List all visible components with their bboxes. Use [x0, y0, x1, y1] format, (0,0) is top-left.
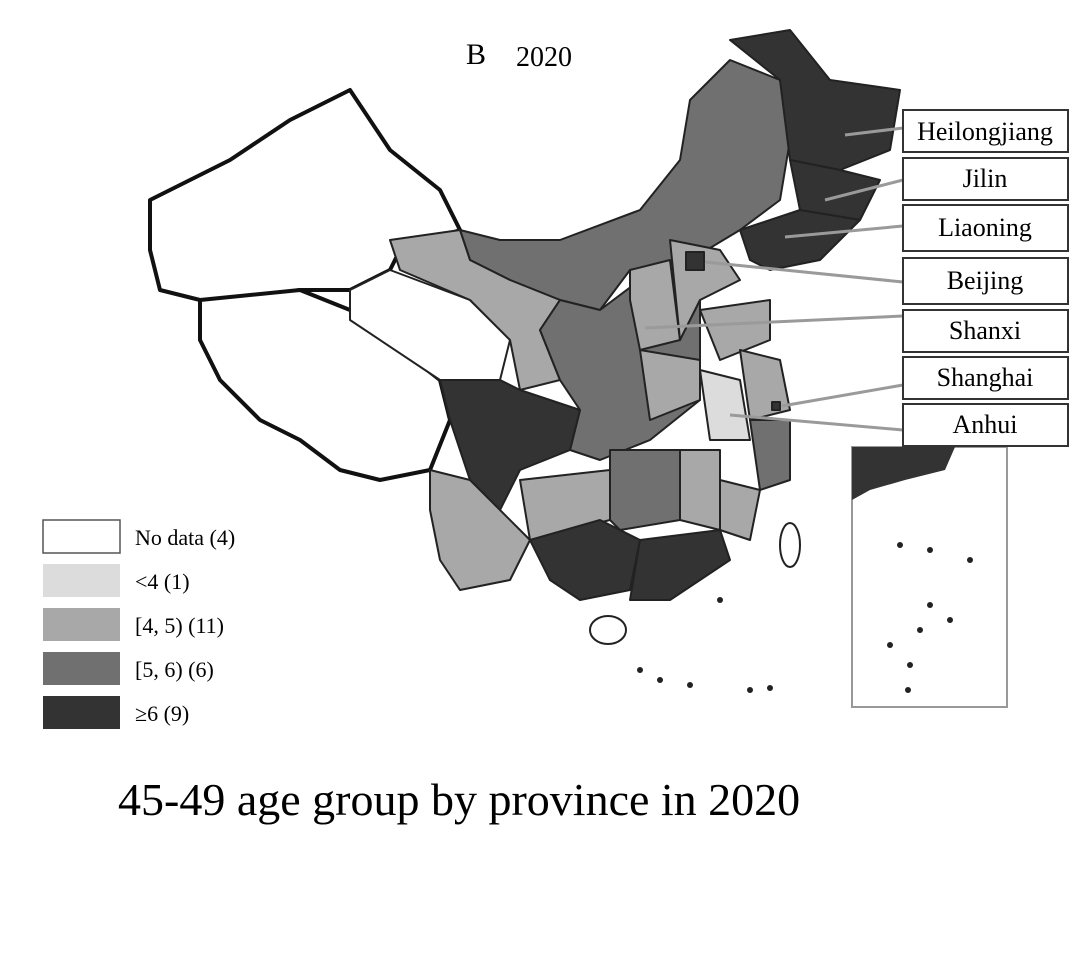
china-map	[148, 29, 1008, 708]
legend-swatch	[43, 608, 120, 641]
callout-label: Anhui	[953, 410, 1018, 439]
legend-swatch	[43, 696, 120, 729]
callout-label: Beijing	[947, 266, 1024, 295]
callout-label: Jilin	[963, 164, 1008, 193]
panel-label: B	[466, 38, 486, 71]
legend-swatch	[43, 564, 120, 597]
legend-swatch	[42, 519, 121, 554]
caption: 45-49 age group by province in 2020	[118, 774, 800, 825]
legend-label: No data (4)	[135, 525, 235, 550]
legend-swatch	[43, 652, 120, 685]
legend: No data (4) <4 (1) [4, 5) (11) [5, 6) (6…	[42, 519, 235, 729]
callout-label: Heilongjiang	[917, 117, 1053, 146]
callouts: Heilongjiang Jilin Liaoning Beijing Shan…	[644, 109, 1069, 447]
legend-label: <4 (1)	[135, 569, 190, 594]
legend-label: [5, 6) (6)	[135, 657, 214, 682]
legend-label: ≥6 (9)	[135, 701, 189, 726]
callout-label: Shanghai	[937, 363, 1034, 392]
callout-label: Shanxi	[949, 316, 1021, 345]
panel-year: 2020	[516, 42, 572, 73]
legend-label: [4, 5) (11)	[135, 613, 224, 638]
callout-label: Liaoning	[938, 213, 1032, 242]
